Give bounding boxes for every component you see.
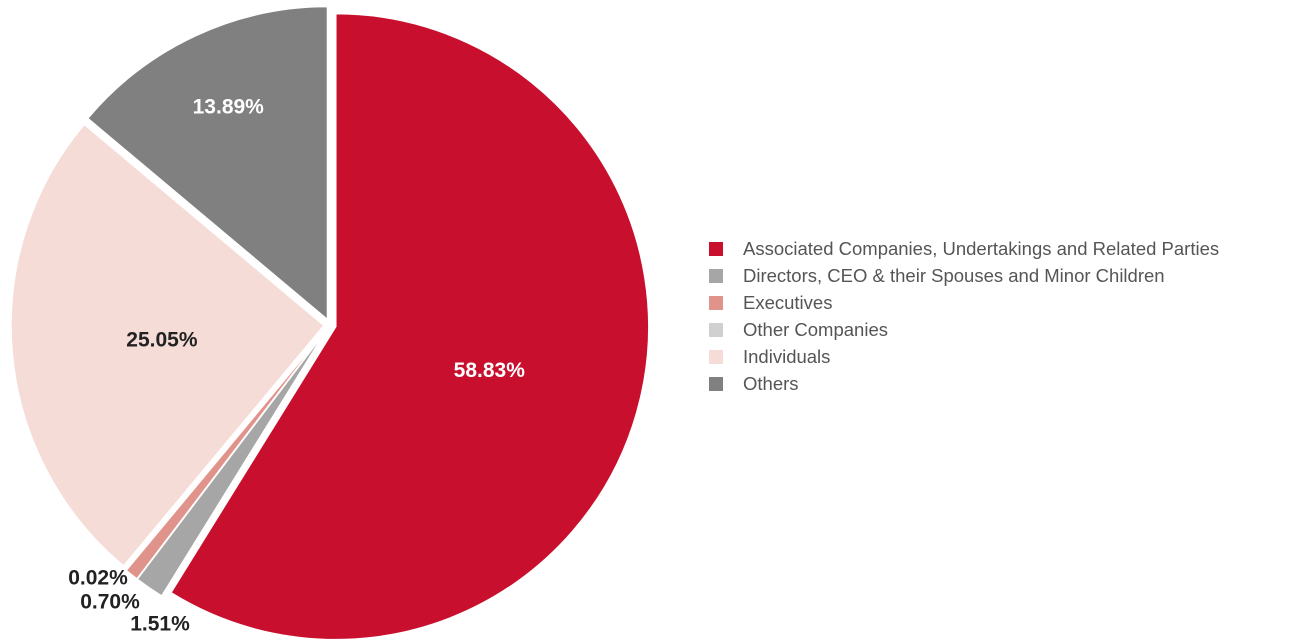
pie-slices bbox=[10, 5, 650, 640]
legend-label: Associated Companies, Undertakings and R… bbox=[743, 237, 1220, 259]
pie-slice-other-companies bbox=[124, 328, 327, 572]
legend-swatch bbox=[709, 241, 723, 256]
data-label-other-companies: 0.02% bbox=[68, 567, 128, 590]
pie-slice-others bbox=[86, 5, 329, 321]
pie-slice-individuals bbox=[10, 123, 325, 567]
data-label-associated-companies-undertakings-and-related-parties: 58.83% bbox=[454, 359, 526, 382]
data-label-individuals: 25.05% bbox=[126, 328, 198, 351]
legend-item-executives: Executives bbox=[709, 289, 1219, 316]
legend-label: Other Companies bbox=[743, 318, 888, 340]
legend-label: Directors, CEO & their Spouses and Minor… bbox=[743, 264, 1165, 286]
legend-swatch bbox=[709, 376, 723, 391]
legend-swatch bbox=[709, 268, 723, 283]
legend-item-other-companies: Other Companies bbox=[709, 316, 1219, 343]
legend-label: Individuals bbox=[743, 345, 831, 367]
legend-swatch bbox=[709, 349, 723, 364]
data-label-executives: 0.70% bbox=[80, 591, 140, 614]
chart-legend: Associated Companies, Undertakings and R… bbox=[709, 235, 1219, 397]
legend-item-directors-ceo-their-spouses-and-minor-children: Directors, CEO & their Spouses and Minor… bbox=[709, 262, 1219, 289]
legend-item-others: Others bbox=[709, 370, 1219, 397]
data-label-directors-ceo-their-spouses-and-minor-children: 1.51% bbox=[130, 613, 190, 636]
legend-label: Executives bbox=[743, 291, 833, 313]
pie-data-labels: 58.83% 1.51%0.70%0.02% 25.05% 13.89% bbox=[68, 95, 525, 635]
legend-swatch bbox=[709, 295, 723, 310]
legend-item-associated-companies-undertakings-and-related-parties: Associated Companies, Undertakings and R… bbox=[709, 235, 1219, 262]
data-label-others: 13.89% bbox=[193, 95, 265, 118]
legend-swatch bbox=[709, 322, 723, 337]
legend-item-individuals: Individuals bbox=[709, 343, 1219, 370]
legend-label: Others bbox=[743, 372, 799, 394]
